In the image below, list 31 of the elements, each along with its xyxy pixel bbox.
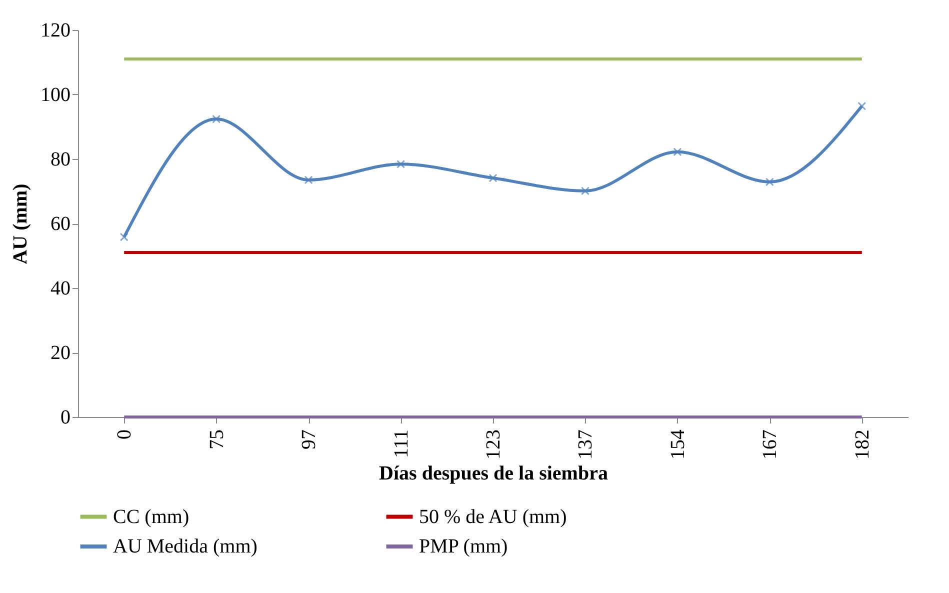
x-tick-label: 137 <box>574 430 597 460</box>
y-tick-label: 100 <box>40 84 70 106</box>
legend-label: AU Medida (mm) <box>113 536 258 558</box>
point <box>858 102 866 110</box>
x-tick-label: 0 <box>114 430 136 440</box>
y-tick-label: 40 <box>50 278 70 300</box>
legend-label: CC (mm) <box>113 506 190 528</box>
point <box>396 160 406 168</box>
point <box>580 186 590 196</box>
y-tick-label: 60 <box>50 213 70 235</box>
point <box>488 174 498 182</box>
point <box>765 178 774 186</box>
y-tick-label: 0 <box>60 406 70 428</box>
x-tick-label: 123 <box>482 430 504 460</box>
legend-label: 50 % de AU (mm) <box>419 506 567 528</box>
point <box>304 176 313 184</box>
y-axis-title: AU (mm) <box>10 184 32 264</box>
point <box>212 114 221 124</box>
point <box>120 232 128 242</box>
point <box>673 148 682 156</box>
x-axis-title: Días despues de la siembra <box>379 462 608 484</box>
y-tick-label: 20 <box>50 342 70 364</box>
x-tick-label: 182 <box>851 430 874 460</box>
x-tick-label: 154 <box>666 430 689 460</box>
x-tick-label: 111 <box>390 430 412 458</box>
x-tick-label: 97 <box>298 430 320 450</box>
x-tick-label: 167 <box>759 430 782 460</box>
y-tick-label: 120 <box>40 20 70 42</box>
y-tick-label: 80 <box>50 148 70 170</box>
x-tick-label: 75 <box>206 430 228 450</box>
legend-label: PMP (mm) <box>419 536 508 558</box>
